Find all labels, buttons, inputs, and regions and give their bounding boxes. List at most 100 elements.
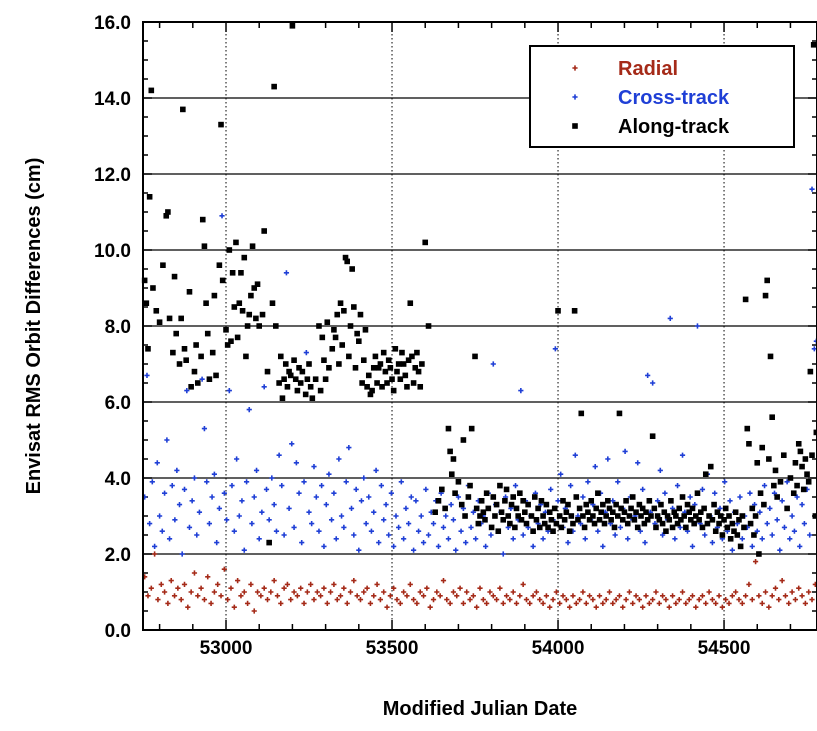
data-point (689, 593, 696, 599)
data-point (180, 106, 186, 113)
data-point (756, 593, 762, 599)
data-point (772, 585, 779, 591)
x-tick-label: 53000 (200, 638, 253, 659)
data-point (701, 505, 707, 512)
data-point (612, 532, 618, 538)
data-point (141, 277, 148, 284)
data-point (752, 513, 759, 519)
data-point (625, 536, 631, 542)
data-point (736, 517, 742, 523)
data-point (645, 372, 651, 378)
data-point (751, 532, 757, 538)
data-point (779, 498, 785, 504)
data-point (731, 528, 737, 534)
data-point (595, 528, 601, 534)
data-point (254, 281, 261, 287)
data-point (193, 342, 199, 348)
data-point (575, 517, 581, 523)
data-point (143, 300, 150, 306)
data-point (754, 528, 760, 534)
data-point (676, 505, 683, 512)
data-point (533, 517, 540, 523)
data-point (276, 452, 282, 458)
data-point (235, 578, 241, 584)
data-point (535, 505, 541, 512)
data-point (440, 524, 447, 530)
data-point (422, 239, 429, 246)
data-point (304, 376, 311, 382)
data-point (739, 536, 745, 542)
data-point (565, 501, 571, 508)
data-point (801, 521, 807, 527)
data-point (251, 285, 258, 291)
data-point (767, 353, 774, 360)
data-point (663, 597, 669, 603)
data-point (392, 346, 399, 352)
data-point (483, 543, 489, 549)
data-point (323, 502, 329, 508)
data-point (656, 517, 663, 523)
data-point (741, 524, 747, 531)
data-point (468, 425, 475, 432)
data-point (578, 410, 585, 417)
data-point (541, 520, 548, 527)
data-point (771, 482, 777, 489)
data-point (211, 471, 217, 477)
data-point (791, 528, 798, 534)
data-points (141, 23, 817, 614)
data-point (430, 597, 437, 603)
data-point (570, 520, 576, 527)
data-point (346, 353, 352, 360)
data-point (571, 308, 578, 314)
data-point (308, 581, 314, 587)
data-point (673, 600, 679, 606)
data-point (799, 502, 805, 508)
data-point (251, 608, 257, 614)
data-point (696, 517, 702, 523)
data-point (269, 475, 275, 481)
data-point (563, 509, 570, 515)
data-point (600, 543, 606, 549)
data-point (153, 308, 160, 314)
data-point (297, 380, 304, 386)
data-point (733, 589, 739, 595)
data-point (702, 471, 709, 477)
data-point (379, 384, 385, 390)
data-point (238, 593, 244, 599)
data-point (797, 543, 803, 549)
data-point (631, 517, 638, 523)
data-point (790, 490, 797, 496)
data-point (663, 528, 669, 534)
data-point (480, 597, 486, 603)
data-point (259, 509, 265, 515)
data-point (726, 600, 732, 606)
data-point (145, 593, 151, 599)
data-point (618, 505, 624, 512)
legend-marker (572, 94, 578, 100)
data-point (420, 540, 427, 546)
data-point (294, 387, 301, 394)
data-point (463, 540, 469, 546)
data-point (699, 593, 706, 599)
data-point (488, 524, 495, 531)
data-point (322, 376, 329, 382)
data-point (172, 517, 178, 523)
data-point (201, 426, 208, 432)
data-point (762, 589, 769, 595)
series-radial (142, 551, 817, 614)
data-point (306, 361, 312, 367)
data-point (328, 517, 335, 523)
data-point (179, 551, 185, 557)
data-point (418, 513, 424, 519)
data-point (309, 395, 316, 401)
data-point (224, 517, 230, 523)
data-point (706, 513, 712, 519)
data-point (194, 532, 200, 538)
data-point (236, 513, 242, 519)
data-point (219, 213, 225, 219)
y-tick-label: 12.0 (94, 165, 131, 186)
data-point (809, 597, 815, 603)
data-point (650, 380, 656, 386)
data-point (268, 589, 274, 595)
